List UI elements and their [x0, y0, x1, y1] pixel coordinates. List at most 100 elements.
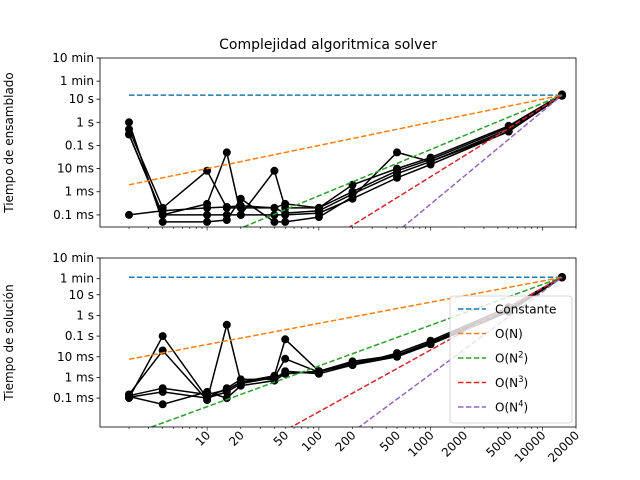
- top-series-4-point-3: [222, 216, 231, 224]
- bottom-xtick-label-10: 20000: [545, 428, 582, 465]
- bottom-ytick-label-0: 0.1 ms: [53, 391, 94, 405]
- top-series-1-point-2: [203, 210, 212, 219]
- top-ytick-label-4: 1 s: [76, 115, 94, 129]
- bottom-xtick-label-8: 5000: [483, 428, 514, 459]
- top-series-4-point-10: [426, 157, 435, 166]
- top-reference-line-4: [401, 94, 563, 227]
- bottom-series-3-point-2: [203, 387, 212, 396]
- top-ytick-label-2: 10 ms: [57, 162, 94, 176]
- bottom-solution-panel: 0.1 ms 1 ms 10 ms 0.1 s 1 s 10 s 1 min 10 min Ti…: [2, 251, 582, 465]
- legend-label-2: O(N2): [495, 351, 528, 366]
- top-series-3-point-2: [203, 199, 212, 208]
- top-series-4-point-11: [504, 127, 513, 136]
- top-series-3-point-4: [236, 210, 245, 219]
- top-reference-line-2: [241, 94, 563, 227]
- legend-close-4: ): [524, 401, 529, 415]
- bottom-series-4-point-8: [348, 359, 357, 367]
- bottom-series-4-point-6: [281, 354, 290, 363]
- bottom-xtick-label-5: 500: [377, 428, 403, 454]
- top-series-line-2: [128, 94, 563, 210]
- top-ytick-label-1: 1 ms: [65, 185, 94, 199]
- top-series-3-point-0: [125, 130, 133, 139]
- top-series-4-point-8: [348, 192, 357, 201]
- legend-exponent-3: 3: [518, 375, 523, 385]
- bottom-series-4-point-1: [158, 387, 167, 396]
- bottom-series-4-point-10: [426, 339, 435, 348]
- top-series-4-point-1: [158, 217, 167, 226]
- top-ylabel: Tiempo de ensamblado: [2, 72, 16, 214]
- bottom-series-4-point-9: [393, 351, 401, 360]
- top-series-3-point-3: [222, 148, 231, 157]
- legend-label-3: O(N3): [495, 375, 528, 390]
- bottom-series-4-point-2: [203, 394, 212, 403]
- top-series-0-point-0: [125, 210, 133, 219]
- bottom-ytick-label-6: 1 min: [60, 272, 94, 286]
- bottom-series-3-point-3: [222, 394, 231, 403]
- top-reference-lines: [128, 94, 563, 227]
- top-series-4-point-5: [270, 217, 279, 226]
- top-series-group: [125, 90, 566, 226]
- legend-exponent-4: 4: [518, 400, 523, 410]
- legend-label-0: Constante: [495, 303, 556, 317]
- top-series-4-point-2: [203, 217, 212, 226]
- bottom-xtick-label-4: 200: [333, 428, 359, 454]
- legend-exponent-2: 2: [518, 351, 523, 361]
- top-series-1-point-6: [281, 210, 290, 219]
- top-ytick-label-6: 1 min: [60, 74, 94, 88]
- bottom-series-3-point-1: [158, 400, 167, 409]
- top-series-3-point-7: [314, 203, 323, 212]
- bottom-xtick-label-6: 1000: [405, 428, 436, 459]
- top-series-1-point-9: [393, 173, 401, 182]
- bottom-series-4-point-7: [314, 368, 323, 377]
- top-series-4-point-6: [281, 217, 290, 226]
- bottom-ytick-label-7: 10 min: [52, 251, 94, 265]
- bottom-reference-line-1: [128, 276, 563, 361]
- top-series-3-point-9: [393, 164, 401, 173]
- legend: Constante O(N) O(N2) O(N3) O(N4): [449, 295, 573, 424]
- bottom-ytick-label-2: 10 ms: [57, 350, 94, 364]
- bottom-series-4-point-3: [222, 387, 231, 396]
- top-series-line-0: [128, 94, 563, 216]
- top-assembly-panel: 0.1 ms 1 ms 10 ms 0.1 s 1 s 10 s 1 min 10 min Ti…: [2, 51, 577, 231]
- bottom-xtick-label-1: 20: [226, 428, 247, 449]
- top-series-3-point-5: [270, 166, 279, 175]
- bottom-axes-frame: [99, 257, 577, 428]
- top-series-3-point-8: [348, 180, 357, 189]
- bottom-series-1-point-1: [158, 332, 167, 341]
- bottom-series-4-point-5: [270, 373, 279, 382]
- bottom-xtick-label-2: 50: [271, 428, 292, 449]
- bottom-series-3-point-6: [281, 369, 290, 378]
- legend-close-2: ): [524, 352, 529, 366]
- bottom-xtick-label-7: 2000: [439, 428, 470, 459]
- bottom-ytick-label-4: 1 s: [76, 308, 94, 322]
- bottom-series-4-point-4: [236, 379, 245, 388]
- legend-label-1: O(N): [495, 327, 523, 341]
- top-ytick-label-5: 10 s: [69, 92, 94, 106]
- top-series-4-point-0: [125, 118, 133, 127]
- top-reference-line-3: [348, 94, 563, 227]
- legend-close-3: ): [524, 376, 529, 390]
- chart-title: Complejidad algoritmica solver: [219, 37, 437, 53]
- top-series-line-4: [128, 95, 563, 223]
- top-ytick-label-0: 0.1 ms: [53, 208, 94, 222]
- bottom-xtick-label-3: 100: [299, 428, 325, 454]
- top-series-2-point-5: [270, 203, 279, 212]
- top-series-2-point-3: [222, 203, 231, 212]
- bottom-series-4-point-0: [125, 393, 133, 402]
- top-axes-frame: [99, 57, 577, 228]
- bottom-xtick-label-9: 10000: [512, 428, 549, 465]
- bottom-series-2-point-6: [281, 335, 290, 344]
- bottom-ytick-label-5: 10 s: [69, 288, 94, 302]
- bottom-xtick-label-0: 10: [193, 428, 214, 449]
- bottom-ylabel: Tiempo de solución: [2, 284, 16, 401]
- top-ytick-label-7: 10 min: [52, 51, 94, 65]
- bottom-ytick-label-1: 1 ms: [65, 370, 94, 384]
- legend-label-4: O(N4): [495, 400, 528, 415]
- top-series-4-point-7: [314, 213, 323, 222]
- top-reference-line-1: [128, 94, 563, 186]
- bottom-series-2-point-3: [222, 320, 231, 329]
- top-series-3-point-11: [504, 121, 513, 130]
- bottom-ytick-label-3: 0.1 s: [65, 329, 94, 343]
- top-series-4-point-9: [393, 148, 401, 157]
